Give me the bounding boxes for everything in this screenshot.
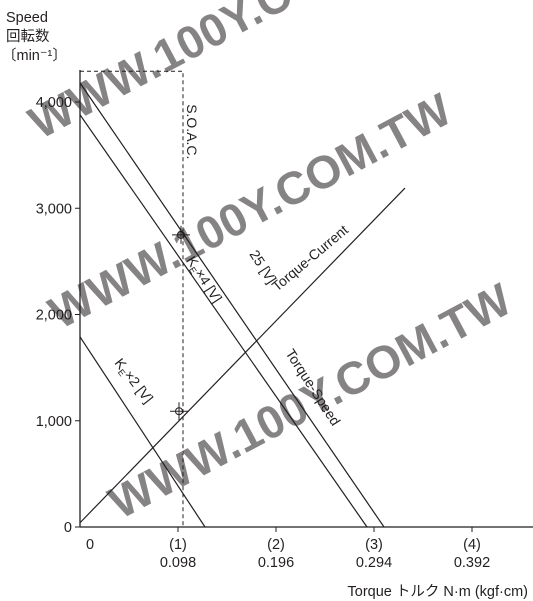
x-ticks: 0 (1) 0.098 (2) 0.196 (3) 0.294 (4) 0.392 (86, 527, 490, 571)
x-tick-label-kgf: (4) (463, 537, 481, 553)
torque-current-annotation: Torque-Current (269, 221, 351, 294)
y-axis-title: Speed 回転数 〔min⁻¹〕 (2, 10, 67, 64)
y-axis-label-line-2: 回転数 (6, 28, 50, 45)
x-tick-label-kgf: (2) (267, 537, 285, 553)
watermark-2: WWW.100Y.COM.TW (40, 83, 460, 339)
y-tick-label: 3,000 (36, 201, 72, 217)
ke2-subscript: E (116, 367, 128, 378)
ke2-annotation: KE×2 [V] (110, 355, 156, 407)
torque-speed-line (79, 82, 385, 528)
y-tick-label: 2,000 (36, 308, 72, 324)
ke4-line (79, 114, 368, 528)
y-tick-label: 1,000 (36, 414, 72, 430)
ke4-subscript: E (187, 265, 199, 275)
x-tick-label-nm: 0.098 (160, 555, 196, 571)
soac-label: S.O.A.C. (184, 104, 200, 159)
ke4-rest: ×4 [V] (192, 266, 226, 306)
y-ticks: 0 1,000 2,000 3,000 4,000 (36, 95, 80, 536)
ke2-rest: ×2 [V] (121, 367, 156, 406)
x-tick-label-nm: 0 (86, 537, 94, 553)
x-tick-label-nm: 0.294 (356, 555, 392, 571)
ke2-line (79, 336, 206, 528)
x-tick-label-nm: 0.196 (258, 555, 294, 571)
x-tick-label-nm: 0.392 (454, 555, 490, 571)
watermark-3: WWW.100Y.COM.TW (100, 273, 520, 529)
x-axis-label: Torque トルク N·m (kgf·cm) (348, 583, 528, 600)
soac-boundary (80, 70, 184, 527)
y-axis-label-line-1: Speed (6, 10, 48, 26)
series-layer (79, 82, 406, 528)
y-tick-label: 0 (64, 520, 72, 536)
x-tick-label-kgf: (3) (365, 537, 383, 553)
y-tick-label: 4,000 (36, 95, 72, 111)
torque-current-line (79, 187, 406, 524)
x-tick-label-kgf: (1) (169, 537, 187, 553)
markers (170, 225, 190, 421)
y-axis-label-line-3: 〔min⁻¹〕 (2, 47, 67, 64)
